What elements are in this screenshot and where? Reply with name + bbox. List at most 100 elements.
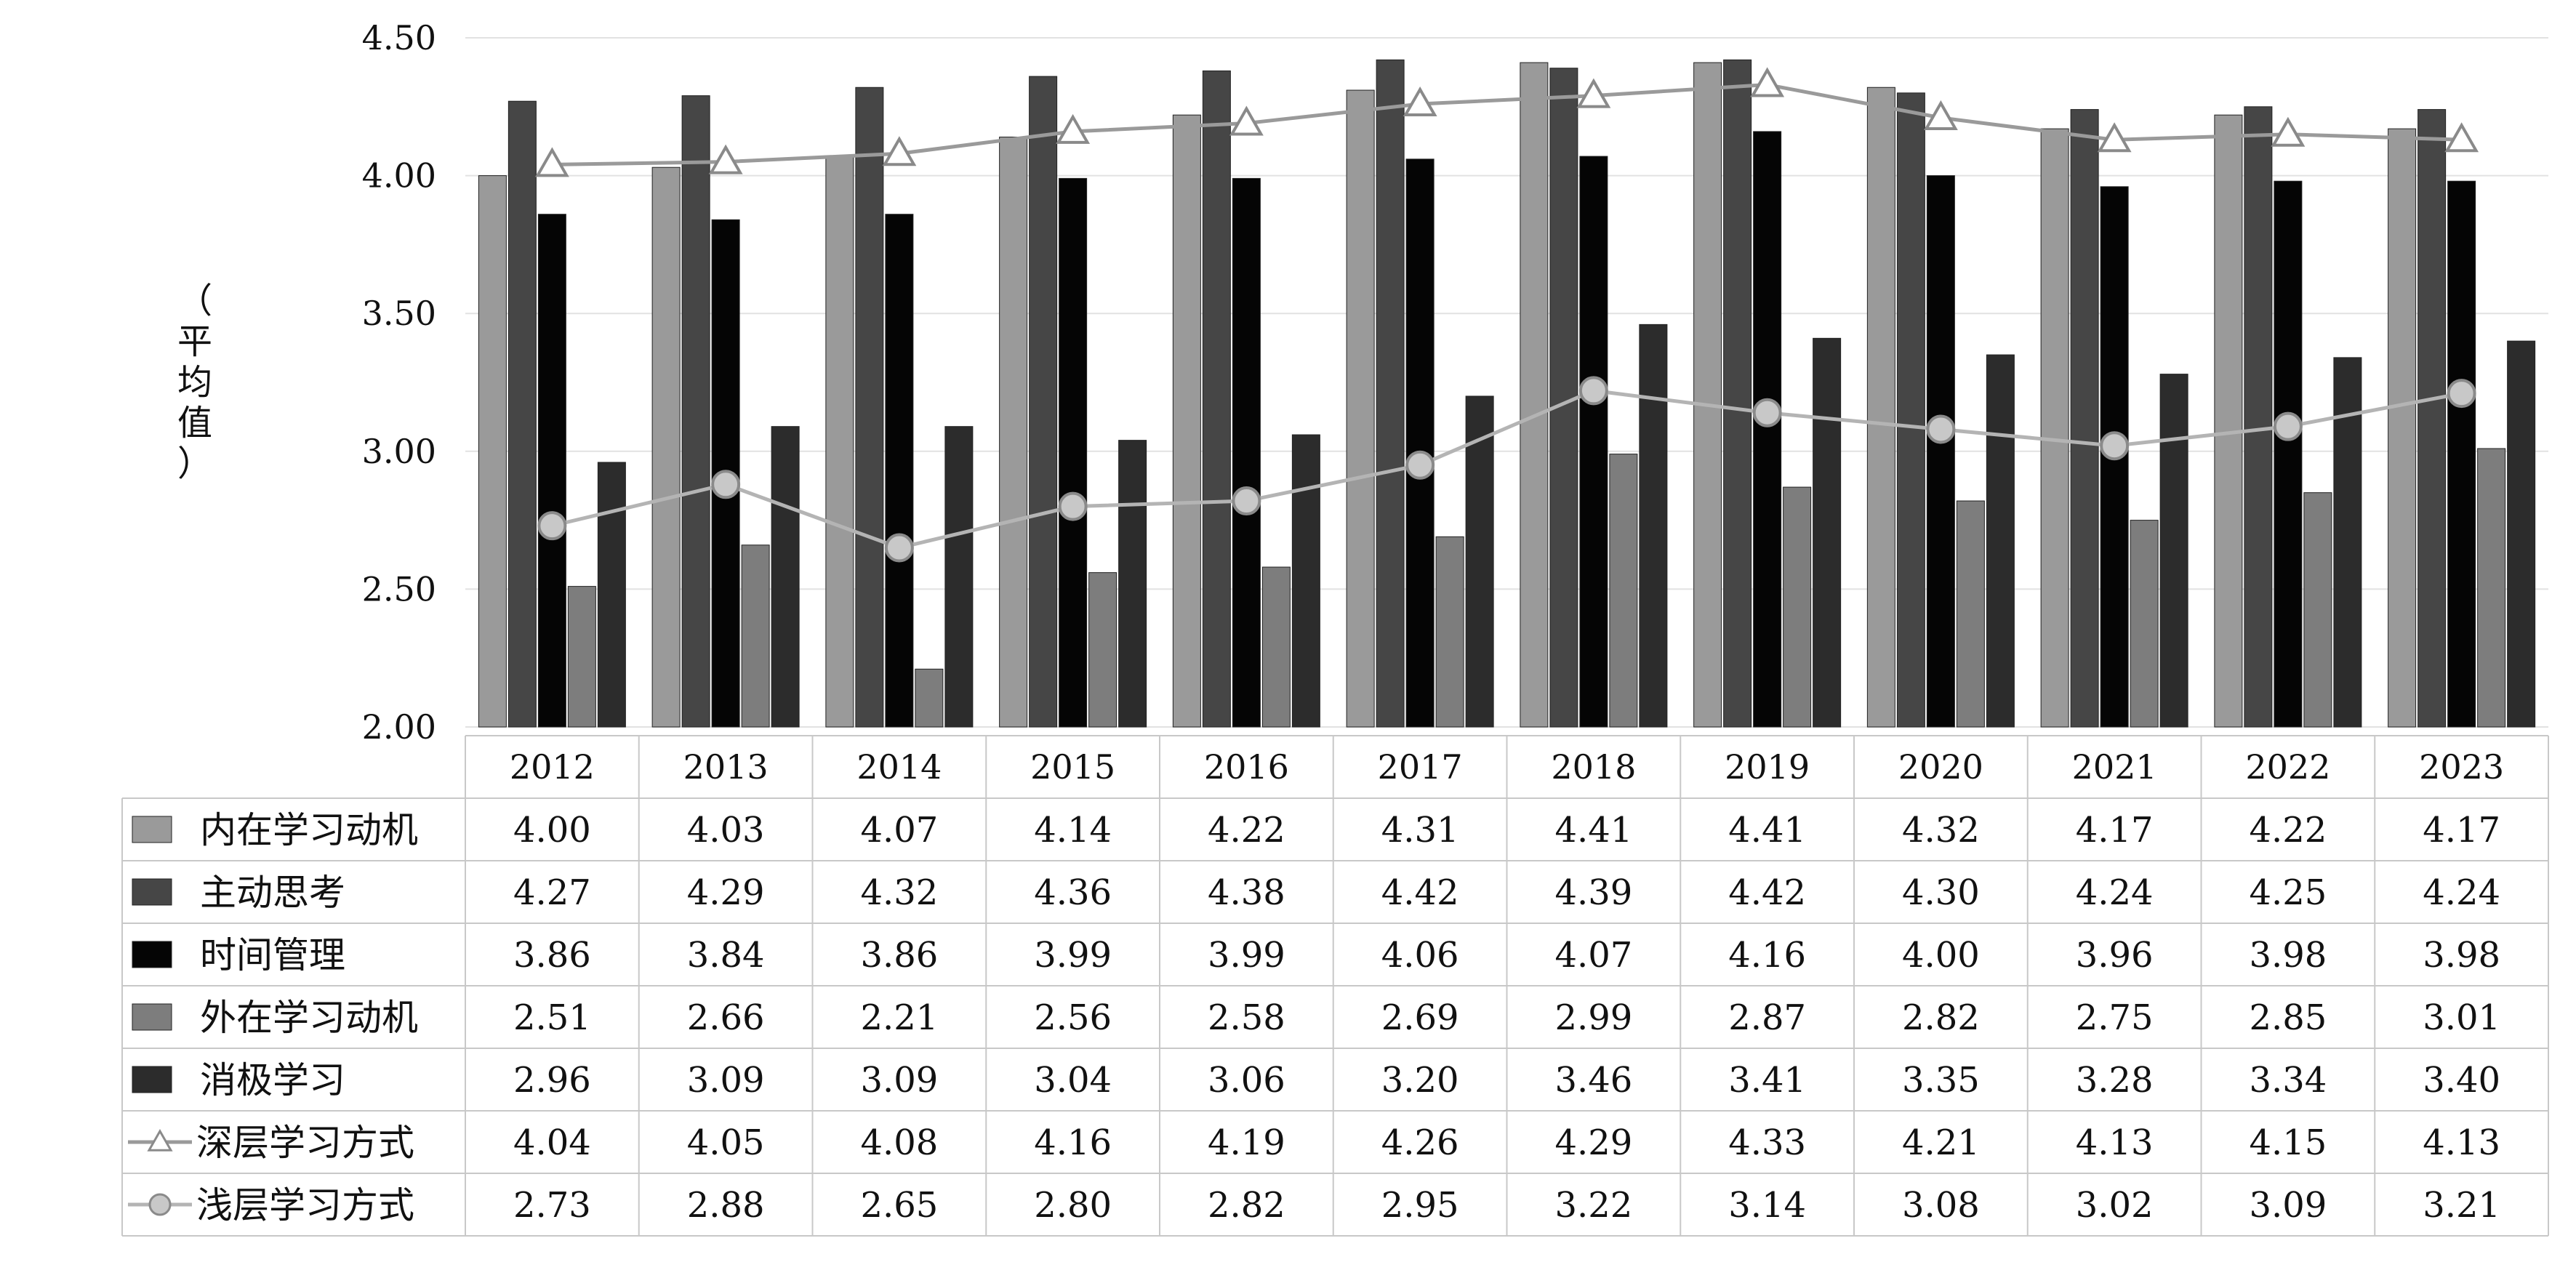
bar [478,175,507,728]
bar [2040,128,2069,728]
line-point [711,470,741,499]
y-tick-label: 4.50 [362,18,436,57]
data-label: 3.40 [2423,1060,2500,1101]
bar [1088,572,1118,728]
bar [2070,109,2099,728]
data-label: 3.28 [2076,1060,2154,1101]
line-point [882,136,917,166]
bar [2447,180,2476,728]
bar [1866,87,1895,728]
bar [2159,374,2188,728]
data-table: 2012 2013 2014 2015 2016 2017 2018 2019 2020 2021… [121,735,2549,1237]
bar [1956,500,1985,728]
data-label: 2.66 [687,997,765,1038]
data-label: 4.04 [513,1122,591,1163]
data-label: 2.21 [860,997,938,1038]
x-tick-label: 2016 [1204,747,1289,787]
data-label: 4.38 [1208,872,1285,913]
legend-swatch [132,1003,172,1031]
data-label: 2.95 [1381,1185,1459,1226]
data-label: 2.99 [1554,997,1632,1038]
data-label: 4.41 [1554,810,1632,851]
line-point [1750,67,1785,97]
gridlines [465,37,2548,728]
data-label: 4.17 [2076,810,2154,851]
legend-marker [148,1193,172,1216]
bar [567,586,596,728]
bar [999,137,1028,728]
bars [478,59,2536,728]
bar [2333,357,2362,728]
bar [2388,128,2417,728]
data-label: 4.13 [2076,1122,2154,1163]
data-label: 3.02 [2076,1185,2154,1226]
line-point [1926,414,1956,444]
line-point [537,511,567,541]
bar [1291,434,1320,728]
data-label: 2.75 [2076,997,2154,1038]
line-point [1576,78,1611,108]
data-label: 3.86 [860,935,938,976]
line-point [1229,105,1264,136]
legend-label: 深层学习方式 [196,1122,414,1164]
data-label: 4.33 [1728,1122,1806,1163]
legend-label: 浅层学习方式 [196,1184,414,1226]
data-label: 4.19 [1208,1122,1285,1163]
bar [1609,454,1638,728]
data-label: 3.09 [687,1060,765,1101]
bar [2274,180,2303,728]
legend-swatch [132,816,172,843]
bar [1579,156,1608,728]
bar [771,426,800,728]
bar [1723,59,1752,728]
data-label: 2.58 [1208,997,1285,1038]
data-label: 4.42 [1381,872,1459,913]
legend-label: 外在学习动机 [200,997,418,1039]
bar [1435,536,1464,728]
x-tick-label: 2019 [1725,747,1810,787]
data-label: 4.03 [687,810,765,851]
line-point [2444,122,2479,153]
data-label: 4.00 [513,810,591,851]
bar [1232,177,1261,728]
bar [1172,114,1201,728]
x-tick-label: 2015 [1030,747,1115,787]
bar [1639,323,1668,728]
data-label: 4.42 [1728,872,1806,913]
data-label: 4.08 [860,1122,938,1163]
data-label: 3.98 [2423,935,2500,976]
bar [597,462,626,728]
data-label: 4.14 [1034,810,1112,851]
line-point [1403,86,1437,117]
bar [681,95,710,728]
bar [2130,520,2159,728]
data-label: 3.99 [1034,935,1112,976]
bar [1986,354,2015,728]
data-label: 4.16 [1034,1122,1112,1163]
data-label: 3.46 [1554,1060,1632,1101]
data-label: 2.65 [860,1185,938,1226]
y-tick-label: 2.50 [362,569,436,608]
y-tick-label: 3.00 [362,432,436,471]
data-label: 2.80 [1034,1185,1112,1226]
bar [2507,340,2536,728]
data-label: 4.29 [687,872,765,913]
data-label: 2.73 [513,1185,591,1226]
data-label: 3.20 [1381,1060,1459,1101]
data-label: 4.15 [2249,1122,2327,1163]
line-point [1578,376,1608,406]
data-label: 4.24 [2423,872,2500,913]
data-label: 3.22 [1554,1185,1632,1226]
bar [2303,492,2332,728]
series-line [551,388,2463,550]
data-label: 4.32 [1902,810,1980,851]
bar [915,668,944,728]
bar [1405,158,1435,728]
series-line [552,82,2462,166]
bar [944,426,974,728]
y-axis-label: （平均值） [177,281,212,484]
data-label: 2.88 [687,1185,765,1226]
bar [1520,62,1549,728]
data-label: 4.22 [1208,810,1285,851]
data-label: 3.14 [1728,1185,1806,1226]
